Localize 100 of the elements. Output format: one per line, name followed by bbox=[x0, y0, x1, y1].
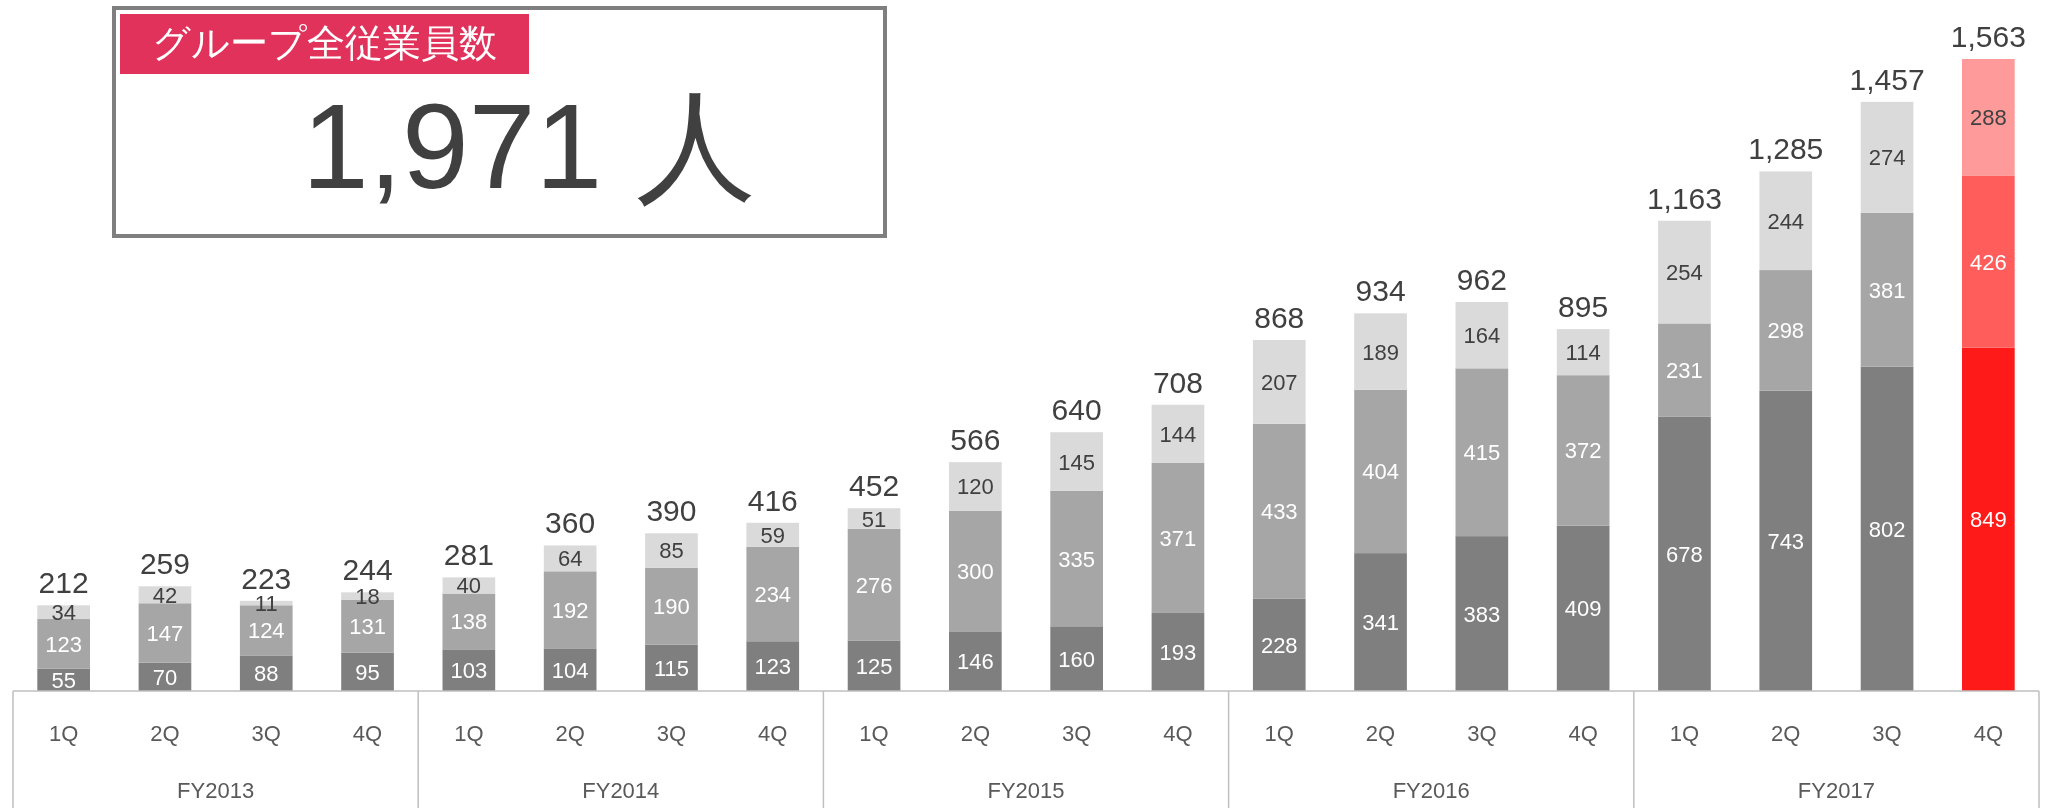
bar bbox=[949, 462, 1002, 511]
total-label: 1,285 bbox=[1748, 132, 1824, 166]
data-label: 131 bbox=[349, 614, 386, 640]
bar bbox=[1759, 270, 1813, 391]
x-tick-label: 1Q bbox=[859, 721, 889, 746]
total-label: 452 bbox=[849, 469, 900, 503]
bar bbox=[1860, 366, 1914, 691]
bar bbox=[1050, 432, 1103, 491]
data-label: 64 bbox=[557, 546, 583, 572]
data-label: 147 bbox=[146, 620, 184, 646]
text: FY2017 bbox=[1797, 778, 1875, 803]
x-tick-label: 2Q bbox=[960, 721, 991, 746]
data-label: 88 bbox=[254, 661, 279, 687]
data-label: 383 bbox=[1463, 601, 1501, 627]
text: FY2016 bbox=[1392, 778, 1470, 803]
data-label: 55 bbox=[51, 667, 76, 693]
bar bbox=[1354, 553, 1407, 691]
data-label: 114 bbox=[1565, 340, 1601, 366]
bar bbox=[37, 619, 90, 669]
data-label: 288 bbox=[1969, 105, 2007, 131]
x-tick-label: 3Q bbox=[656, 721, 687, 746]
total-label: 868 bbox=[1254, 301, 1305, 335]
bar bbox=[847, 528, 901, 641]
total-label: 281 bbox=[443, 538, 494, 572]
data-label: 160 bbox=[1058, 646, 1096, 672]
data-label: 145 bbox=[1058, 449, 1096, 475]
total-label: 390 bbox=[646, 494, 697, 528]
total-label: 934 bbox=[1355, 274, 1406, 308]
x-tick-label: 3Q bbox=[1872, 721, 1902, 746]
bar bbox=[949, 631, 1002, 691]
bar bbox=[1556, 375, 1610, 526]
bar bbox=[1354, 389, 1407, 554]
bar bbox=[1860, 212, 1914, 367]
total-label: 259 bbox=[139, 547, 190, 581]
data-label: 70 bbox=[152, 664, 178, 690]
x-tick-label: 4Q bbox=[352, 721, 383, 746]
x-tick-label: 2Q bbox=[150, 721, 180, 746]
bar bbox=[1455, 302, 1509, 369]
total-label: 416 bbox=[747, 483, 798, 517]
total-label: 1,563 bbox=[1950, 20, 2026, 53]
bar bbox=[1050, 626, 1103, 691]
text: FY2015 bbox=[987, 778, 1065, 803]
data-label: 426 bbox=[1969, 249, 2007, 275]
data-label: 300 bbox=[956, 559, 994, 585]
data-label: 138 bbox=[450, 609, 488, 635]
data-label: 193 bbox=[1159, 639, 1197, 665]
bar bbox=[138, 603, 192, 663]
bar bbox=[1658, 220, 1711, 324]
data-label: 192 bbox=[551, 598, 589, 624]
data-label: 40 bbox=[456, 573, 482, 599]
total-label: 1,457 bbox=[1849, 62, 1925, 96]
x-tick-label: 4Q bbox=[1973, 721, 2004, 746]
bar bbox=[1151, 404, 1205, 463]
data-label: 381 bbox=[1868, 277, 1906, 303]
data-label: 433 bbox=[1260, 499, 1298, 525]
bar bbox=[746, 641, 800, 691]
bar bbox=[1354, 313, 1407, 390]
bar bbox=[1962, 347, 2015, 691]
data-label: 207 bbox=[1260, 369, 1298, 395]
data-label: 104 bbox=[551, 657, 589, 683]
data-label: 228 bbox=[1260, 632, 1298, 658]
text: FY2014 bbox=[582, 778, 660, 803]
x-tick-label: 4Q bbox=[758, 721, 788, 746]
bar bbox=[1556, 525, 1610, 691]
data-label: 372 bbox=[1564, 438, 1602, 464]
bar bbox=[645, 567, 698, 645]
data-label: 144 bbox=[1159, 421, 1197, 447]
bar bbox=[1962, 175, 2015, 348]
bar bbox=[1151, 612, 1205, 691]
data-label: 743 bbox=[1767, 528, 1805, 554]
total-label: 360 bbox=[545, 506, 596, 540]
bar bbox=[1860, 101, 1914, 213]
data-label: 146 bbox=[956, 649, 994, 675]
x-tick-label: 1Q bbox=[454, 721, 484, 746]
data-label: 678 bbox=[1666, 541, 1703, 567]
data-label: 409 bbox=[1564, 596, 1602, 622]
x-tick-label: 1Q bbox=[1669, 721, 1700, 746]
data-label: 85 bbox=[659, 538, 684, 564]
data-label: 234 bbox=[754, 581, 792, 607]
x-tick-label: 4Q bbox=[1568, 721, 1598, 746]
data-label: 244 bbox=[1767, 208, 1805, 234]
data-label: 298 bbox=[1767, 318, 1805, 344]
data-label: 404 bbox=[1362, 459, 1399, 485]
x-tick-label: 3Q bbox=[1061, 721, 1092, 746]
bar bbox=[1050, 490, 1103, 627]
data-label: 34 bbox=[51, 600, 76, 626]
annotation: 1,971 人 bbox=[302, 78, 756, 215]
data-label: 274 bbox=[1868, 145, 1906, 171]
data-label: 254 bbox=[1666, 260, 1703, 286]
data-label: 120 bbox=[956, 474, 994, 500]
bar bbox=[1759, 390, 1813, 691]
data-label: 95 bbox=[355, 659, 380, 685]
total-label: 640 bbox=[1051, 393, 1102, 427]
x-tick-label: 1Q bbox=[48, 721, 79, 746]
data-label: 103 bbox=[450, 658, 488, 684]
bar bbox=[1252, 423, 1306, 599]
bar bbox=[1556, 329, 1610, 376]
data-label: 335 bbox=[1058, 546, 1096, 572]
data-label: 849 bbox=[1969, 507, 2007, 533]
bar bbox=[1455, 368, 1509, 537]
